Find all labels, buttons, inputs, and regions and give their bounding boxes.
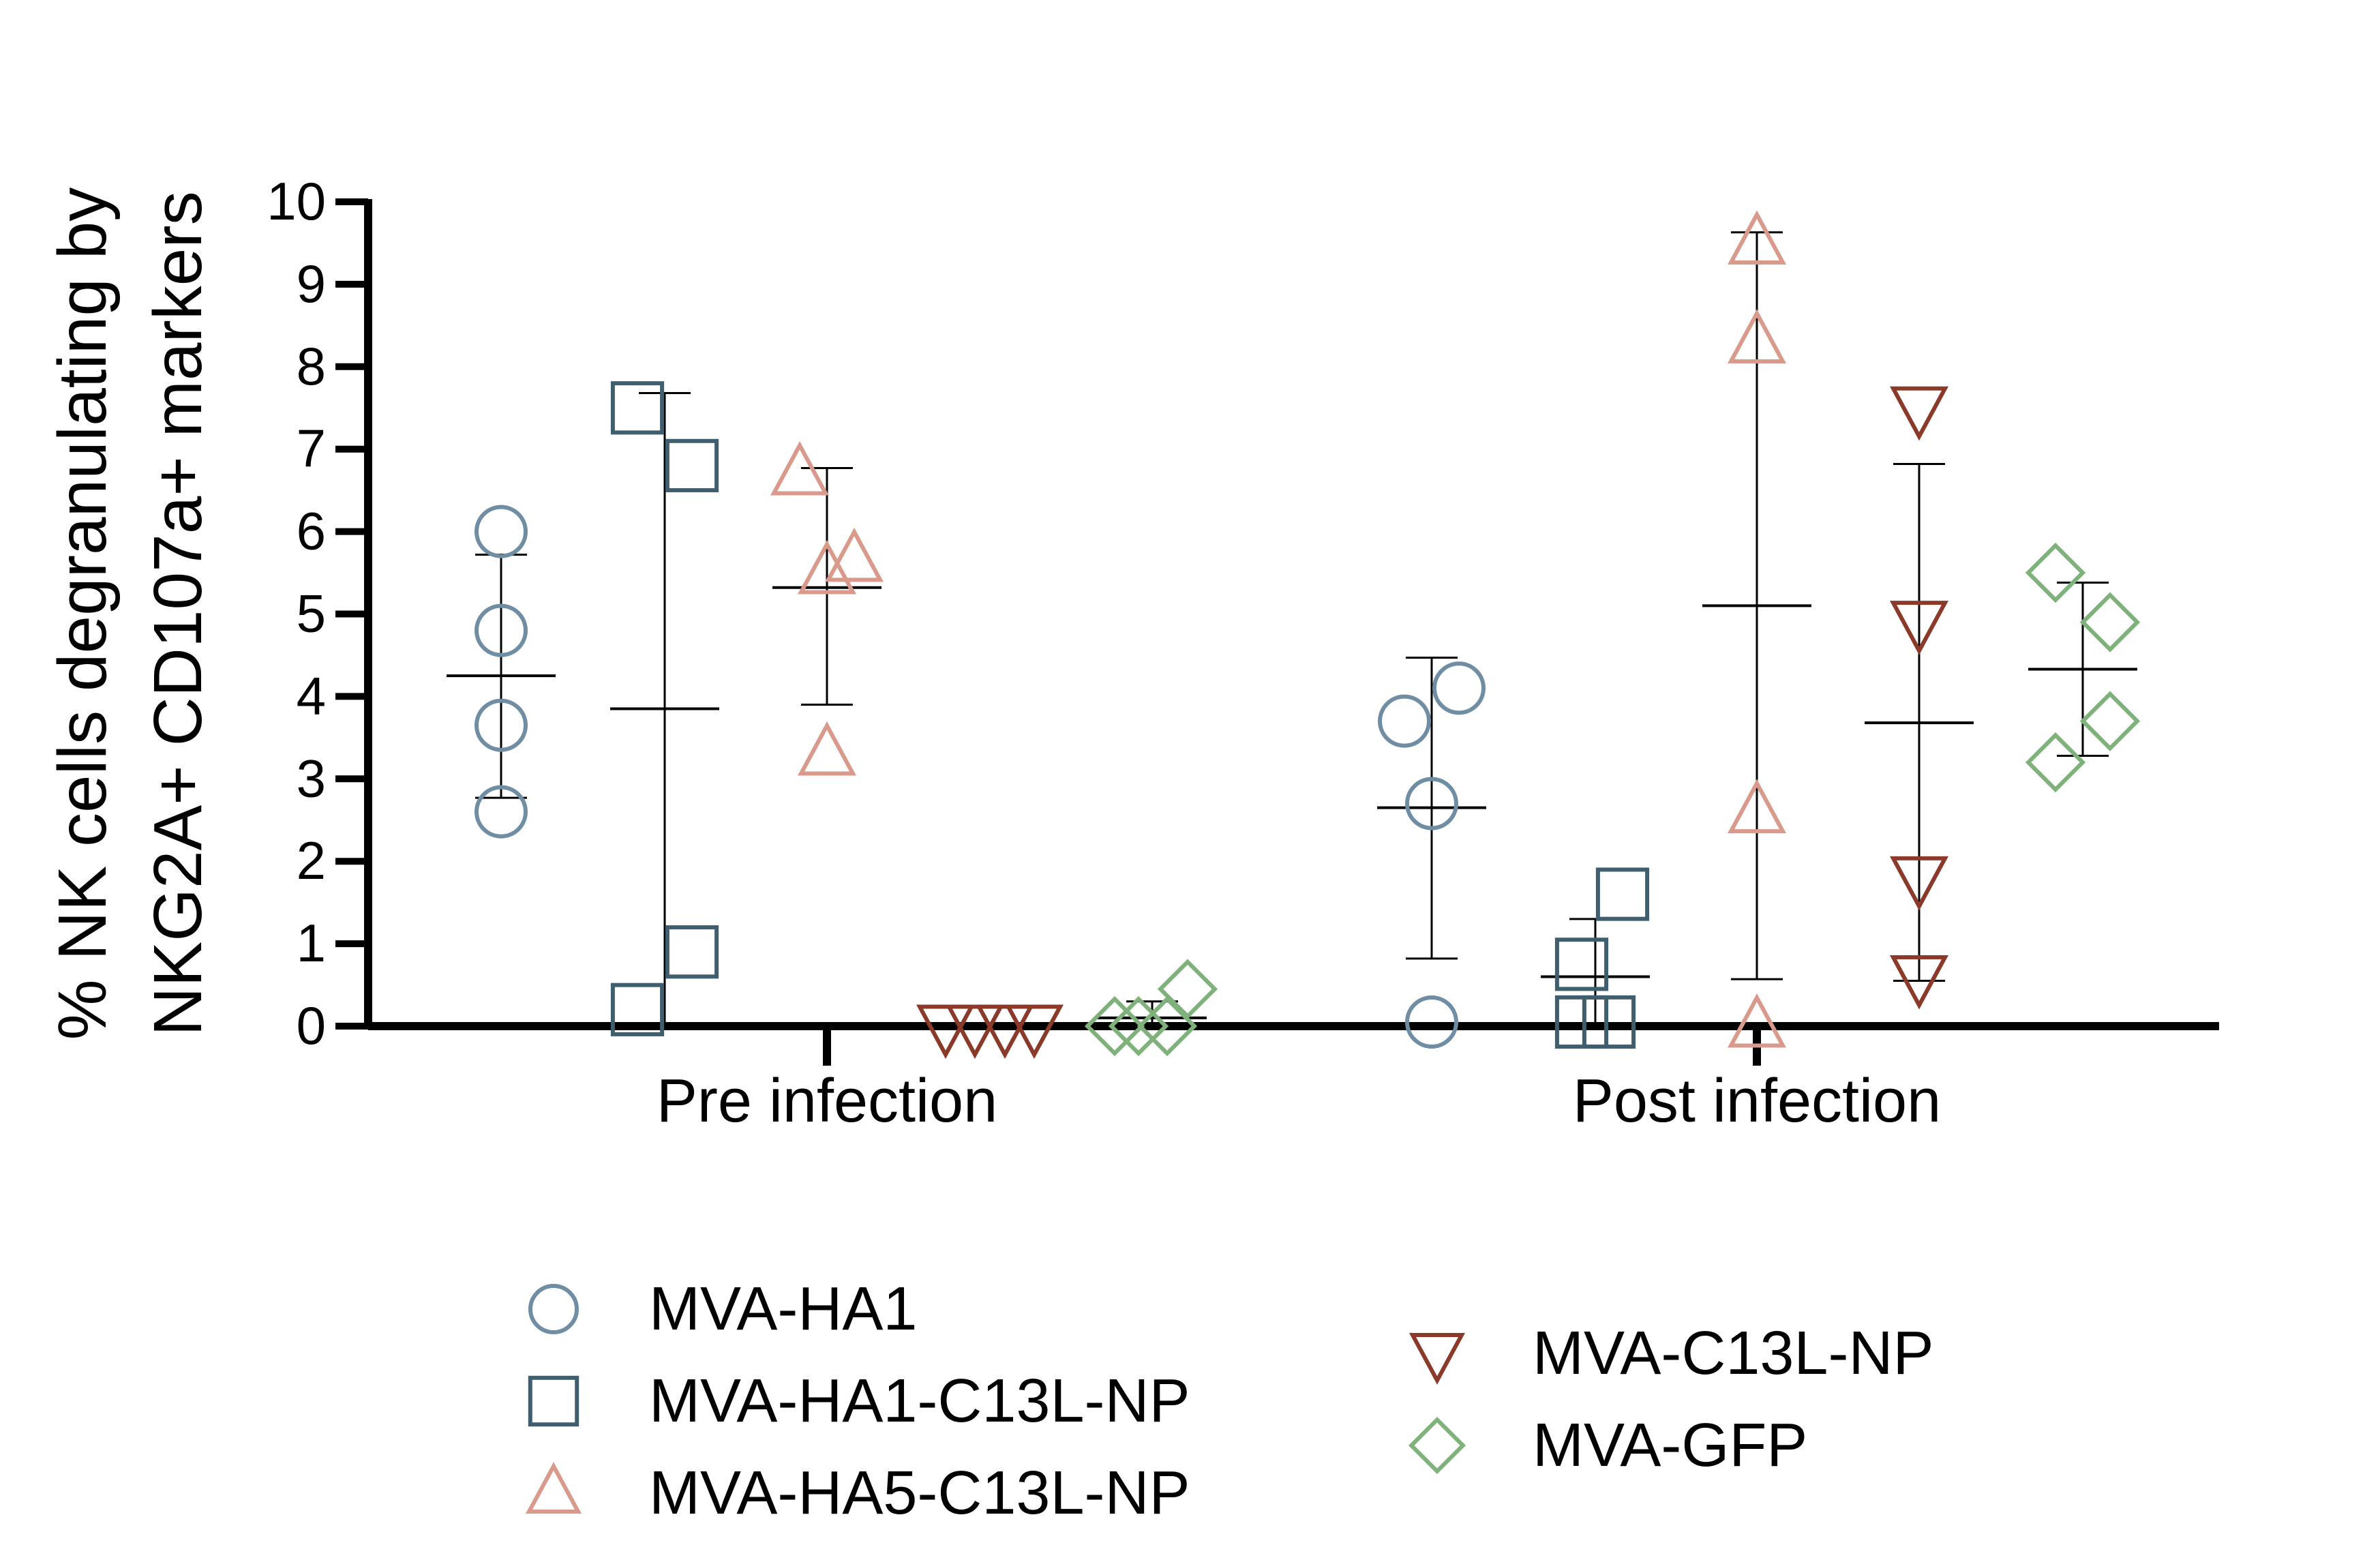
data-point xyxy=(1084,995,1145,1057)
series-layer xyxy=(447,210,2141,1060)
data-point xyxy=(1108,995,1169,1057)
data-point xyxy=(610,982,665,1036)
legend-item: MVA-HA5-C13L-NP xyxy=(525,1459,1190,1527)
data-point xyxy=(475,505,528,558)
legend-item: MVA-GFP xyxy=(1408,1411,1807,1480)
data-point xyxy=(824,527,884,582)
legend-marker xyxy=(1409,1333,1466,1385)
y-tick-label: 8 xyxy=(297,336,326,396)
data-point xyxy=(770,440,830,496)
y-tick-label: 5 xyxy=(297,584,326,644)
legend-label: MVA-HA1-C13L-NP xyxy=(649,1367,1190,1435)
data-point xyxy=(610,381,665,435)
legend-item: MVA-HA1-C13L-NP xyxy=(528,1367,1190,1435)
data-point xyxy=(1378,694,1431,748)
data-point xyxy=(1889,856,1949,911)
y-tick-label: 7 xyxy=(297,419,326,479)
data-point xyxy=(1554,995,1609,1049)
data-point xyxy=(2025,732,2086,793)
y-tick-label: 6 xyxy=(297,501,326,561)
data-point xyxy=(1595,867,1650,921)
legend-item: MVA-HA1 xyxy=(528,1275,917,1343)
y-tick-label: 1 xyxy=(297,913,326,973)
data-point xyxy=(916,1004,976,1060)
series-mva-ha1-c13l-np xyxy=(610,381,1650,1049)
data-point xyxy=(1727,210,1787,265)
y-tick-label: 4 xyxy=(297,665,326,725)
data-point xyxy=(1727,993,1787,1048)
data-point xyxy=(1405,777,1458,830)
data-point xyxy=(1136,995,1198,1057)
series-mva-ha1 xyxy=(447,505,1486,1049)
legend-item: MVA-C13L-NP xyxy=(1409,1319,1933,1388)
data-point xyxy=(475,603,528,657)
data-point xyxy=(1889,955,1949,1010)
data-point xyxy=(2079,691,2141,751)
series-mva-gfp xyxy=(1084,542,2141,1057)
legend-label: MVA-GFP xyxy=(1533,1411,1807,1480)
legend-label: MVA-HA1 xyxy=(649,1275,917,1343)
legend-label: MVA-HA5-C13L-NP xyxy=(649,1459,1190,1527)
y-axis-title: NKG2A+ CD107a+ markers xyxy=(140,191,216,1036)
data-point xyxy=(1889,601,1949,655)
data-point xyxy=(1157,959,1218,1019)
data-point xyxy=(1004,1004,1064,1060)
series-mva-c13l-np xyxy=(916,386,1974,1060)
legend-marker xyxy=(1408,1416,1466,1475)
legend-label: MVA-C13L-NP xyxy=(1533,1319,1933,1388)
y-tick-label: 10 xyxy=(267,171,326,231)
y-tick-label: 2 xyxy=(297,830,326,890)
data-point xyxy=(1432,661,1486,715)
legend-marker xyxy=(528,1284,579,1334)
axes-layer: 0 1 2 3 4 5 6 7 8 9 10 Pre infection Post infection%… xyxy=(44,171,2219,1135)
y-tick-label: 3 xyxy=(297,748,326,808)
y-axis-title: % NK cells degranulating by xyxy=(44,188,121,1040)
data-point xyxy=(1727,779,1787,834)
series-mva-ha5-c13l-np xyxy=(770,210,1811,1048)
x-tick-label: Post infection xyxy=(1573,1067,1941,1135)
data-point xyxy=(1582,995,1636,1049)
x-tick-label: Pre infection xyxy=(657,1067,997,1135)
data-point xyxy=(975,1004,1035,1060)
data-point xyxy=(475,698,528,752)
data-point xyxy=(665,925,719,979)
legend-marker xyxy=(525,1462,582,1514)
data-point xyxy=(2079,592,2141,652)
data-point xyxy=(1889,386,1949,441)
data-point xyxy=(945,1004,1005,1060)
y-tick-label: 9 xyxy=(297,254,326,314)
data-point xyxy=(2025,542,2086,603)
y-tick-label: 0 xyxy=(297,995,326,1055)
data-point xyxy=(1554,937,1609,991)
legend-marker xyxy=(528,1375,579,1427)
data-point xyxy=(797,539,857,595)
data-point xyxy=(797,721,857,776)
data-point xyxy=(665,438,719,492)
data-point xyxy=(1727,309,1787,364)
data-point xyxy=(475,785,528,839)
legend: MVA-HA1 MVA-HA1-C13L-NP MVA-HA5-C13L-NP MVA… xyxy=(525,1275,1933,1527)
data-point xyxy=(1405,995,1458,1049)
